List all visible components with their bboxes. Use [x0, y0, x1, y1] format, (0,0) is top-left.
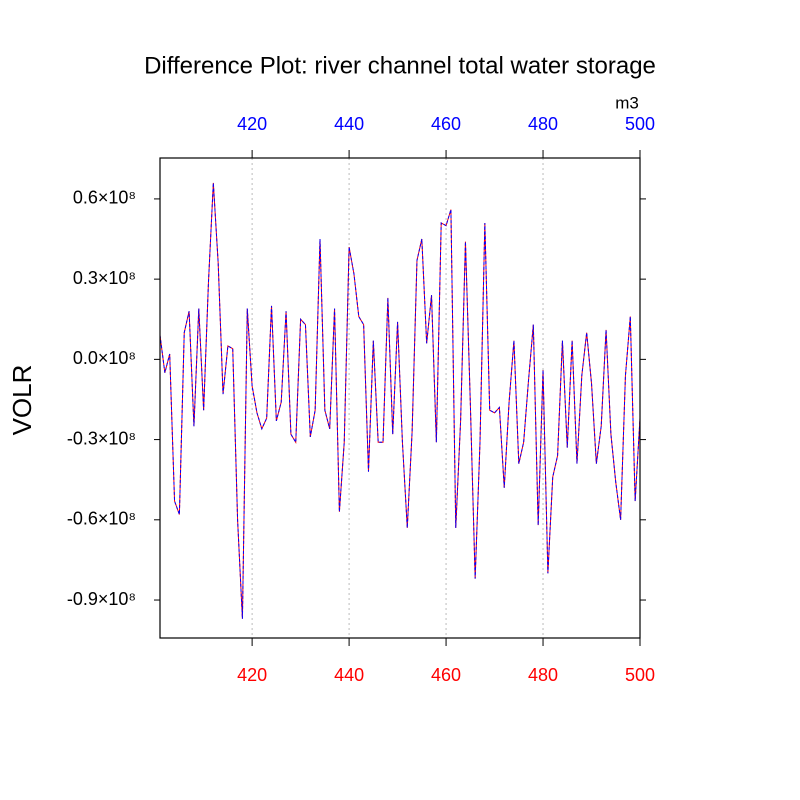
- plot-frame: [159, 157, 641, 639]
- x2-tick-label: 420: [237, 114, 267, 134]
- y-tick-label: -0.6×10⁸: [67, 509, 136, 529]
- data-line: [159, 182, 641, 619]
- x-tick-label: 500: [625, 665, 655, 685]
- x-tick-label: 420: [237, 665, 267, 685]
- x2-tick-label: 480: [528, 114, 558, 134]
- data-line: [159, 182, 641, 619]
- x-tick-label: 440: [334, 665, 364, 685]
- x2-tick-label: 460: [431, 114, 461, 134]
- chart-title: Difference Plot: river channel total wat…: [144, 52, 656, 79]
- x-tick-label: 480: [528, 665, 558, 685]
- x2-tick-label: 500: [625, 114, 655, 134]
- y-tick-label: -0.9×10⁸: [67, 589, 136, 609]
- y-tick-label: -0.3×10⁸: [67, 428, 136, 448]
- y-axis-label: VOLR: [7, 365, 37, 436]
- y-tick-label: 0.0×10⁸: [73, 348, 136, 368]
- x-tick-label: 460: [431, 665, 461, 685]
- y-tick-label: 0.6×10⁸: [73, 188, 136, 208]
- x2-tick-label: 440: [334, 114, 364, 134]
- y-tick-label: 0.3×10⁸: [73, 268, 136, 288]
- units-label: m3: [615, 93, 639, 112]
